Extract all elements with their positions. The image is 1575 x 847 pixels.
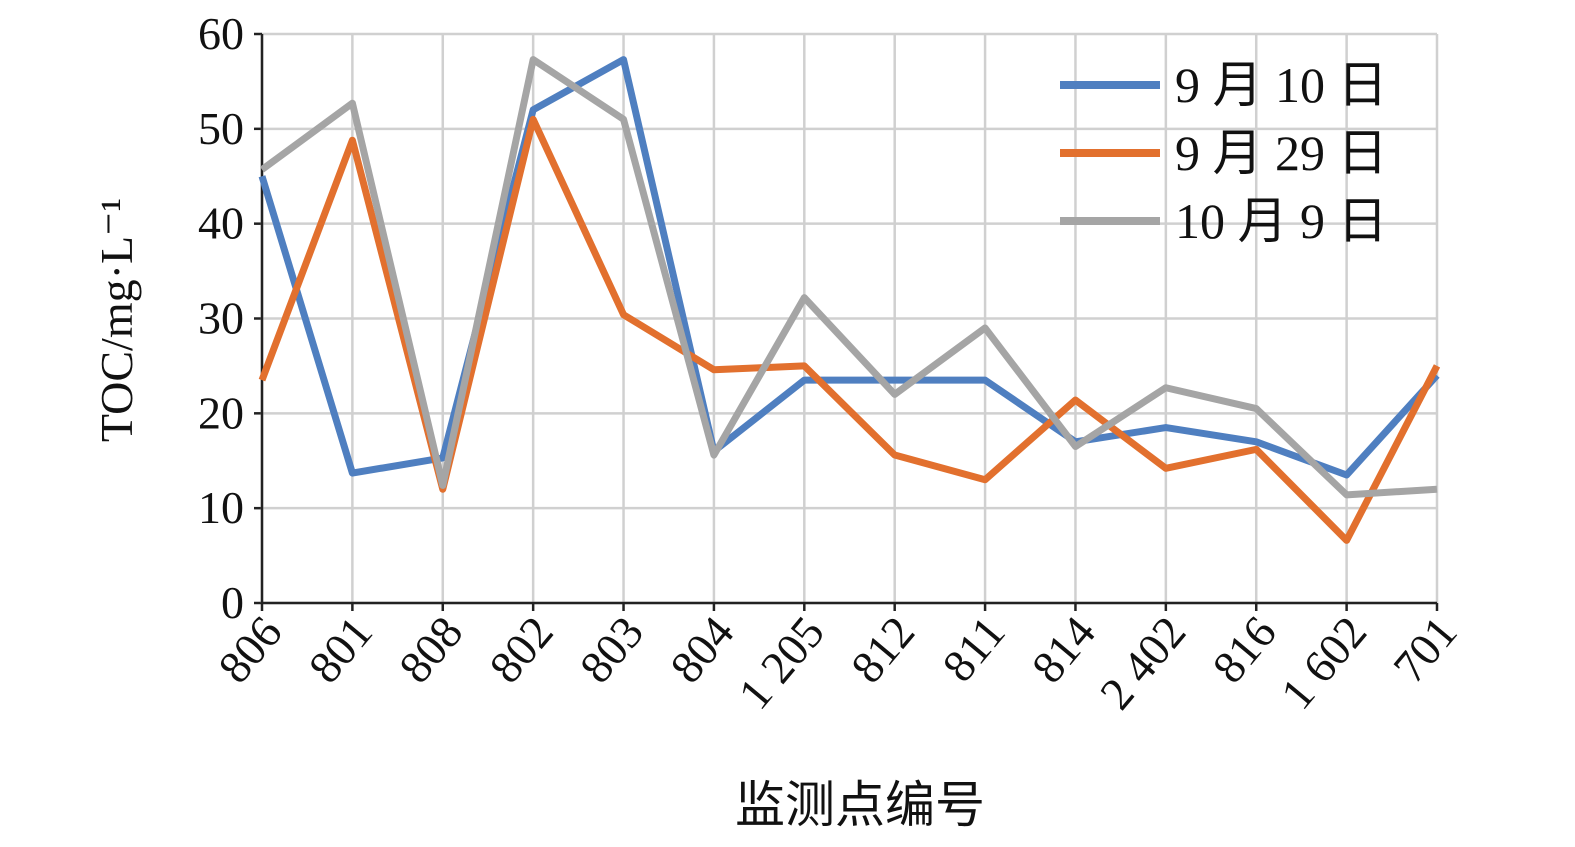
- y-tick-label: 0: [221, 577, 244, 628]
- x-tick-label: 1 205: [728, 607, 834, 719]
- x-tick-label: 803: [570, 607, 653, 693]
- y-tick-label: 50: [198, 103, 244, 154]
- y-tick-label: 10: [198, 482, 244, 533]
- x-tick-label: 802: [479, 607, 562, 693]
- x-tick-label: 801: [299, 607, 382, 693]
- x-tick-label: 814: [1022, 607, 1105, 693]
- series-line: [259, 56, 1438, 499]
- x-tick-label: 804: [660, 607, 743, 693]
- x-tick-label: 808: [389, 607, 472, 693]
- x-tick-label: 812: [841, 607, 924, 693]
- y-tick-label: 20: [198, 387, 244, 438]
- x-tick-label: 816: [1202, 607, 1285, 693]
- legend-label: 9 月 29 日: [1175, 125, 1388, 181]
- x-tick-label: 701: [1383, 607, 1466, 693]
- legend-label: 10 月 9 日: [1175, 193, 1388, 249]
- legend-label: 9 月 10 日: [1175, 57, 1388, 113]
- y-tick-label: 30: [198, 293, 244, 344]
- y-tick-label: 40: [198, 198, 244, 249]
- y-tick-label: 60: [198, 8, 244, 59]
- x-tick-label: 1 602: [1271, 607, 1377, 719]
- x-tick-label: 811: [932, 607, 1014, 691]
- x-tick-label: 2 402: [1090, 607, 1196, 719]
- y-axis-label: TOC/mg·L⁻¹: [91, 198, 142, 442]
- x-axis-label: 监测点编号: [735, 777, 985, 833]
